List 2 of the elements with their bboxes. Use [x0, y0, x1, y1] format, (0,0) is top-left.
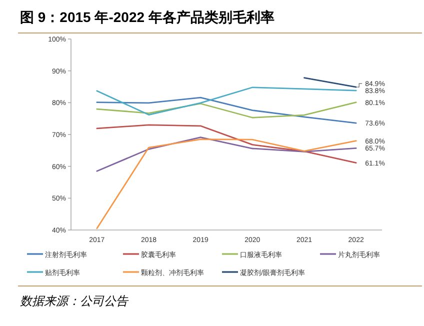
- chart-title: 图 9：2015 年-2022 年各产品类别毛利率: [20, 9, 274, 25]
- source-note: 数据来源：公司公告: [20, 294, 129, 308]
